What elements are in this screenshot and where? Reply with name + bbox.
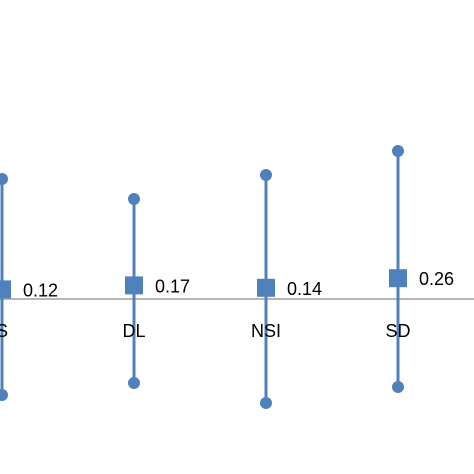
point-marker-s [0,280,11,299]
category-label-s: S [0,321,8,341]
series-layer: 0.12 S 0.17 DL 0.14 NSI 0.26 SD [0,145,454,409]
data-label-dl: 0.17 [155,276,190,296]
lower-cap-nsi [260,397,272,409]
data-label-nsi: 0.14 [287,279,322,299]
category-label-nsi: NSI [251,321,281,341]
data-label-sd: 0.26 [419,269,454,289]
upper-cap-sd [392,145,404,157]
point-marker-nsi [257,278,275,297]
upper-cap-dl [128,193,140,205]
upper-cap-s [0,173,8,185]
data-label-s: 0.12 [23,280,58,300]
lower-cap-s [0,389,8,401]
upper-cap-nsi [260,169,272,181]
category-label-dl: DL [122,321,145,341]
lower-cap-dl [128,377,140,389]
lower-cap-sd [392,381,404,393]
category-label-sd: SD [385,321,410,341]
point-marker-dl [125,276,143,295]
point-marker-sd [389,269,407,288]
